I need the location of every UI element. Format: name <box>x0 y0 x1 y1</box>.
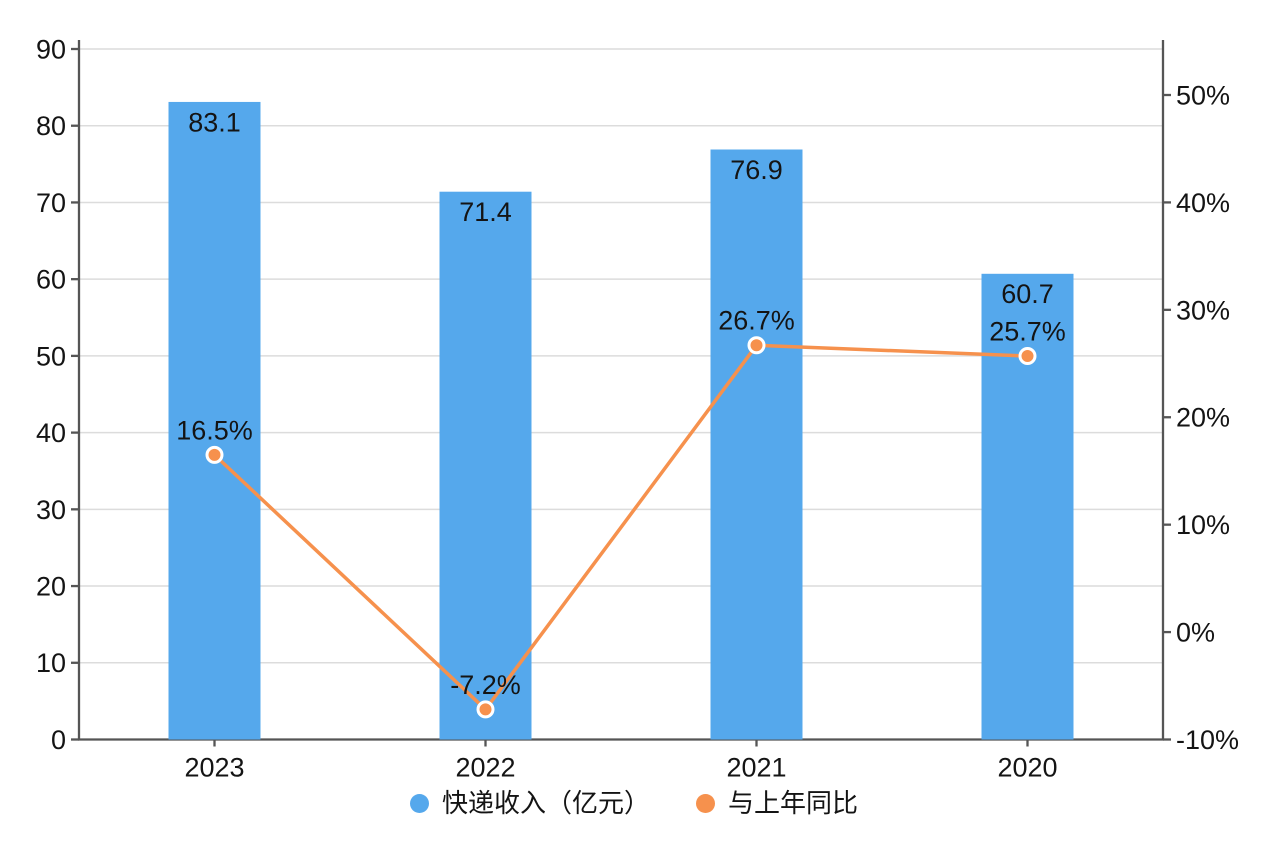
x-axis-tick-label: 2020 <box>997 752 1057 780</box>
left-axis-tick-label: 60 <box>36 265 66 295</box>
right-axis-tick-label: 20% <box>1176 403 1230 433</box>
right-axis-tick-label: 50% <box>1176 80 1230 110</box>
right-axis-tick-label: 30% <box>1176 295 1230 325</box>
x-axis-tick-label: 2022 <box>455 752 515 780</box>
x-axis-tick-label: 2021 <box>726 752 786 780</box>
legend-swatch-icon <box>696 794 715 814</box>
left-axis-tick-label: 0 <box>51 725 66 755</box>
bar-series: 83.1 71.4 76.9 60.7 <box>168 101 1074 740</box>
right-axis-tick-label: 40% <box>1176 188 1230 218</box>
left-axis-tick-label: 50 <box>36 341 66 371</box>
line-value-label: 16.5% <box>176 415 253 445</box>
bar-2022 <box>439 191 532 740</box>
left-axis-tick-label: 20 <box>36 572 66 602</box>
line-marker-2020 <box>1018 347 1037 366</box>
bar-2023 <box>168 101 261 740</box>
left-axis-tick-label: 40 <box>36 418 66 448</box>
x-axis-tick-label: 2023 <box>184 752 244 780</box>
left-axis-tick-label: 30 <box>36 495 66 525</box>
bar-2021 <box>710 149 803 740</box>
left-axis-tick-label: 80 <box>36 111 66 141</box>
bar-value-label: 60.7 <box>1001 279 1054 309</box>
line-marker-2021 <box>747 336 766 355</box>
line-series: 16.5% -7.2% 26.7% 25.7% <box>176 306 1066 719</box>
line-marker-2022 <box>476 700 495 719</box>
left-axis-tick-label: 70 <box>36 188 66 218</box>
right-axis-tick-label: 0% <box>1176 618 1215 648</box>
legend-label: 快递收入（亿元） <box>441 788 650 818</box>
right-axis-ticks: -10% 0% 10% 20% 30% 40% 50% <box>1163 80 1239 755</box>
x-axis-ticks: 2023 2022 2021 2020 <box>184 739 1058 780</box>
right-axis-tick-label: -10% <box>1176 725 1239 755</box>
chart-canvas: 0 10 20 30 40 50 60 70 80 90 -10% 0% 10% 20% 30% 40% 50%… <box>36 34 1239 780</box>
legend-swatch-icon <box>409 794 429 814</box>
line-path <box>212 343 1030 712</box>
line-value-label: 25.7% <box>989 316 1066 346</box>
bar-value-label: 71.4 <box>459 197 512 227</box>
legend-item-line[interactable]: 与上年同比 <box>696 788 858 819</box>
legend-label: 与上年同比 <box>728 788 859 818</box>
left-axis-ticks: 0 10 20 30 40 50 60 70 80 90 <box>36 34 79 755</box>
line-marker-2023 <box>205 445 224 464</box>
left-axis-tick-label: 10 <box>36 648 66 678</box>
left-axis-tick-label: 90 <box>36 34 66 64</box>
chart-legend: 快递收入（亿元） 与上年同比 <box>0 788 1268 819</box>
line-value-label: 26.7% <box>718 306 795 336</box>
right-axis-tick-label: 10% <box>1176 510 1230 540</box>
bar-value-label: 83.1 <box>188 107 241 137</box>
line-value-label: -7.2% <box>450 670 521 700</box>
legend-item-bar[interactable]: 快递收入（亿元） <box>409 788 650 819</box>
bar-value-label: 76.9 <box>730 155 783 185</box>
